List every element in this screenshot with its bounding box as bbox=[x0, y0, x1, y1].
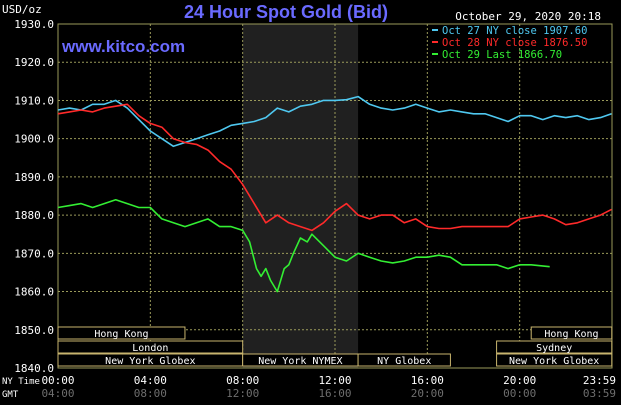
legend-swatch bbox=[432, 41, 438, 43]
legend-swatch bbox=[432, 53, 438, 55]
session-label: NY Globex bbox=[377, 356, 431, 367]
session-label: New York Globex bbox=[105, 356, 195, 367]
y-tick-label: 1860.0 bbox=[14, 286, 54, 299]
x-tick-label-gmt: 12:00 bbox=[226, 387, 259, 400]
session-label: Hong Kong bbox=[94, 329, 148, 340]
session-label: London bbox=[132, 343, 168, 354]
y-tick-label: 1920.0 bbox=[14, 56, 54, 69]
market-sessions: Hong Kong London New York Globex New York N… bbox=[57, 326, 613, 367]
y-tick-label: 1900.0 bbox=[14, 133, 54, 146]
x-tick-label-gmt: 08:00 bbox=[134, 387, 167, 400]
plot-frame bbox=[57, 23, 613, 369]
series-line-0 bbox=[57, 95, 612, 148]
y-tick-label: 1890.0 bbox=[14, 171, 54, 184]
x-tick-label-ny: 04:00 bbox=[134, 374, 167, 387]
session-label: Sydney bbox=[536, 343, 572, 354]
website-label: www.kitco.com bbox=[61, 37, 185, 56]
date-time-label: October 29, 2020 20:18 bbox=[455, 10, 601, 23]
legend-entry: Oct 28 NY close 1876.50 bbox=[442, 37, 587, 49]
x-tick-label-ny: 20:00 bbox=[503, 374, 536, 387]
x-tick-label-gmt: 16:00 bbox=[318, 387, 351, 400]
y-tick-label: 1870.0 bbox=[14, 247, 54, 260]
legend-swatch bbox=[432, 29, 438, 31]
x-tick-label-ny: 08:00 bbox=[226, 374, 259, 387]
y-tick-label: 1880.0 bbox=[14, 209, 54, 222]
x-axis-gmt-label: GMT bbox=[2, 390, 19, 400]
legend-entry: Oct 27 NY close 1907.60 bbox=[442, 25, 587, 37]
x-tick-label-gmt: 03:59 bbox=[583, 387, 616, 400]
session-bar bbox=[357, 353, 451, 367]
price-series bbox=[57, 95, 612, 293]
session-bar bbox=[496, 340, 613, 354]
x-tick-label-ny: 23:59 bbox=[583, 374, 616, 387]
y-axis-unit-label: USD/oz bbox=[2, 3, 42, 16]
y-tick-label: 1850.0 bbox=[14, 324, 54, 337]
x-tick-label-gmt: 00:00 bbox=[503, 387, 536, 400]
x-tick-label-ny: 12:00 bbox=[318, 374, 351, 387]
x-axis-ny-label: NY Time bbox=[2, 377, 40, 387]
legend-entry: Oct 29 Last 1866.70 bbox=[442, 49, 562, 61]
ny-session-shade bbox=[242, 24, 359, 368]
x-axis-ticks: 00:00 04:00 08:00 12:00 16:00 20:00 23:5904:00… bbox=[41, 374, 616, 400]
chart-title: 24 Hour Spot Gold (Bid) bbox=[184, 2, 388, 22]
session-bar bbox=[57, 326, 186, 340]
y-axis-ticks: 1930.0 1920.0 1910.0 1900.0 1890.0 1880.0 1870… bbox=[14, 18, 54, 375]
session-bar bbox=[496, 353, 613, 367]
x-tick-label-gmt: 04:00 bbox=[41, 387, 74, 400]
session-label: Hong Kong bbox=[544, 329, 598, 340]
series-line-1 bbox=[57, 103, 612, 232]
series-line-2 bbox=[57, 199, 550, 293]
x-tick-label-ny: 00:00 bbox=[41, 374, 74, 387]
y-tick-label: 1840.0 bbox=[14, 362, 54, 375]
x-tick-label-ny: 16:00 bbox=[411, 374, 444, 387]
y-tick-label: 1930.0 bbox=[14, 18, 54, 31]
y-tick-label: 1910.0 bbox=[14, 94, 54, 107]
session-label: New York Globex bbox=[509, 356, 599, 367]
x-tick-label-gmt: 20:00 bbox=[411, 387, 444, 400]
session-bar bbox=[530, 326, 613, 340]
session-bar bbox=[57, 340, 244, 354]
session-label: New York NYMEX bbox=[258, 356, 342, 367]
